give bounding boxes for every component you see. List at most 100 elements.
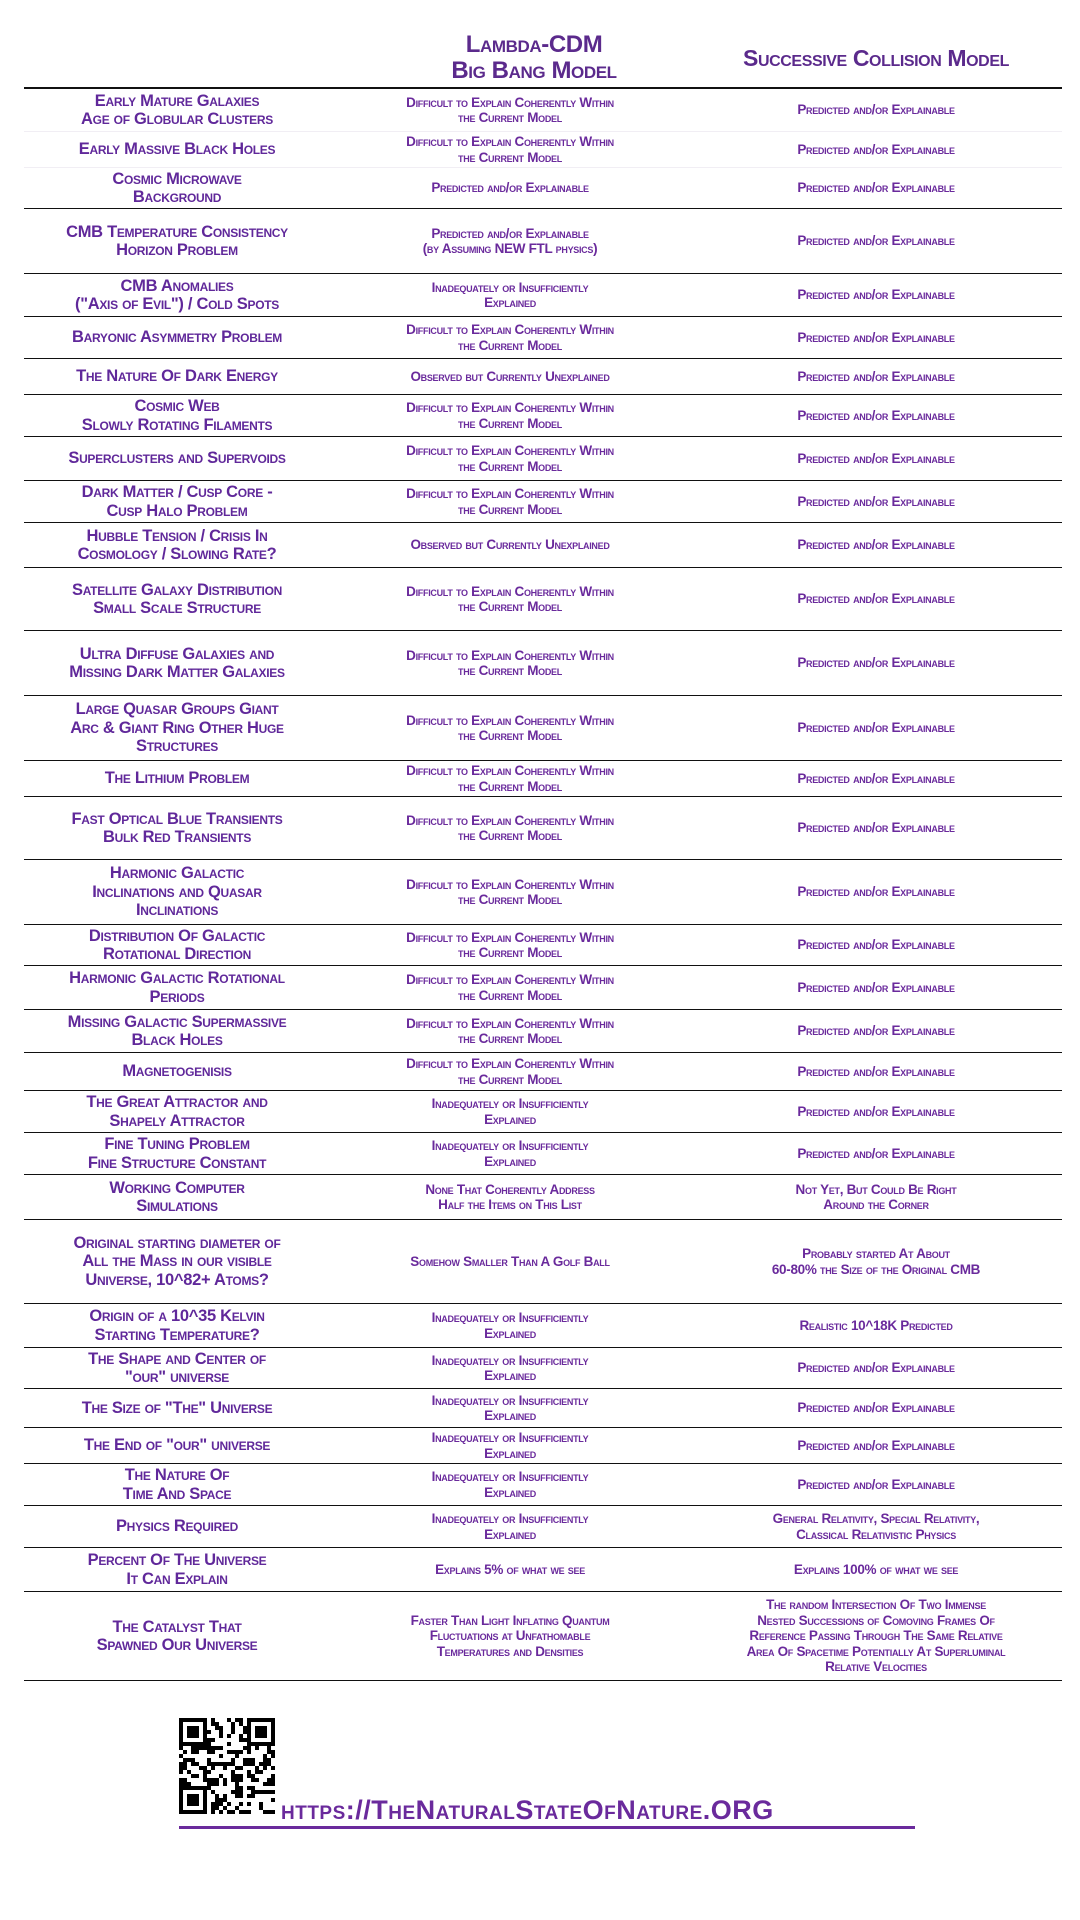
topic-cell: Early Massive Black Holes bbox=[78, 140, 276, 159]
topic-cell: Satellite Galaxy Distribution Small Scal… bbox=[72, 580, 282, 618]
collision-model-cell: Predicted and/or Explainable bbox=[797, 820, 955, 836]
collision-model-cell: Predicted and/or Explainable bbox=[797, 1063, 955, 1079]
topic-cell: CMB Temperature Consistency Horizon Prob… bbox=[66, 222, 288, 260]
collision-model-cell: Predicted and/or Explainable bbox=[797, 1360, 955, 1376]
lambda-cdm-cell: Difficult to Explain Coherently Within t… bbox=[406, 486, 614, 517]
topic-cell: Ultra Diffuse Galaxies and Missing Dark … bbox=[69, 644, 285, 682]
topic-cell: Early Mature Galaxies Age of Globular Cl… bbox=[81, 91, 273, 129]
table-row: Hubble Tension / Crisis In Cosmology / S… bbox=[24, 523, 1062, 568]
table-row: Harmonic Galactic Rotational Periods Diff… bbox=[24, 966, 1062, 1010]
table-row: Fine Tuning Problem Fine Structure Const… bbox=[24, 1133, 1062, 1175]
qr-code-icon[interactable] bbox=[179, 1718, 275, 1816]
table-row: Baryonic Asymmetry Problem Difficult to E… bbox=[24, 317, 1062, 359]
topic-cell: The Size of "The" Universe bbox=[81, 1398, 273, 1417]
topic-cell: Physics Required bbox=[115, 1517, 239, 1536]
lambda-cdm-cell: Somehow Smaller Than A Golf Ball bbox=[410, 1253, 610, 1269]
collision-model-cell: Predicted and/or Explainable bbox=[797, 1400, 955, 1416]
topic-cell: Dark Matter / Cusp Core - Cusp Halo Prob… bbox=[81, 483, 273, 520]
collision-model-cell: Predicted and/or Explainable bbox=[797, 180, 955, 196]
link-underline bbox=[179, 1826, 915, 1829]
lambda-cdm-cell: Predicted and/or Explainable bbox=[431, 180, 589, 196]
table-row: Superclusters and Supervoids Difficult to… bbox=[24, 437, 1062, 481]
collision-model-cell: Predicted and/or Explainable bbox=[797, 287, 955, 303]
topic-cell: Baryonic Asymmetry Problem bbox=[71, 328, 283, 347]
table-row: Cosmic Web Slowly Rotating Filaments Diff… bbox=[24, 395, 1062, 437]
table-row: Early Massive Black Holes Difficult to Ex… bbox=[24, 132, 1062, 168]
collision-model-cell: Predicted and/or Explainable bbox=[797, 450, 955, 466]
topic-cell: Working Computer Simulations bbox=[109, 1178, 245, 1216]
topic-cell: CMB Anomalies ("Axis of Evil") / Cold Sp… bbox=[75, 276, 279, 314]
table-row: Origin of a 10^35 Kelvin Starting Temper… bbox=[24, 1304, 1062, 1348]
lambda-cdm-cell: Predicted and/or Explainable (by Assumin… bbox=[422, 225, 598, 257]
topic-cell: Magnetogenisis bbox=[122, 1062, 232, 1081]
table-row: The End of "our" universe Inadequately or… bbox=[24, 1428, 1062, 1464]
lambda-cdm-cell: Difficult to Explain Coherently Within t… bbox=[406, 712, 614, 744]
topic-cell: The Nature Of Time And Space bbox=[122, 1466, 232, 1503]
table-row: The Catalyst That Spawned Our Universe Fa… bbox=[24, 1592, 1062, 1681]
collision-model-cell: Predicted and/or Explainable bbox=[797, 233, 955, 249]
collision-model-cell: Explains 100% of what we see bbox=[793, 1561, 959, 1577]
lambda-cdm-cell: Explains 5% of what we see bbox=[435, 1561, 585, 1577]
table-row: Early Mature Galaxies Age of Globular Cl… bbox=[24, 89, 1062, 132]
table-row: Fast Optical Blue Transients Bulk Red Tr… bbox=[24, 797, 1062, 860]
lambda-cdm-cell: None That Coherently Address Half the It… bbox=[425, 1181, 595, 1213]
collision-model-cell: General Relativity, Special Relativity, … bbox=[772, 1511, 980, 1542]
collision-model-cell: Predicted and/or Explainable bbox=[797, 655, 955, 671]
lambda-cdm-cell: Inadequately or Insufficiently Explained bbox=[431, 1310, 589, 1341]
lambda-cdm-cell: Difficult to Explain Coherently Within t… bbox=[406, 322, 614, 353]
lambda-cdm-cell: Difficult to Explain Coherently Within t… bbox=[406, 1056, 614, 1087]
topic-cell: Harmonic Galactic Rotational Periods bbox=[69, 969, 285, 1006]
table-row: The Shape and Center of "our" universe In… bbox=[24, 1348, 1062, 1389]
topic-cell: Large Quasar Groups Giant Arc & Giant Ri… bbox=[70, 700, 284, 756]
table-row: CMB Anomalies ("Axis of Evil") / Cold Sp… bbox=[24, 274, 1062, 317]
lambda-cdm-cell: Difficult to Explain Coherently Within t… bbox=[406, 583, 614, 615]
collision-model-cell: Predicted and/or Explainable bbox=[797, 368, 955, 384]
lambda-cdm-cell: Difficult to Explain Coherently Within t… bbox=[406, 1015, 614, 1047]
lambda-cdm-cell: Difficult to Explain Coherently Within t… bbox=[406, 812, 614, 844]
lambda-cdm-cell: Inadequately or Insufficiently Explained bbox=[431, 279, 589, 311]
topic-cell: Fast Optical Blue Transients Bulk Red Tr… bbox=[71, 809, 283, 847]
header-lambda-cdm: Lambda-CDM Big Bang Model bbox=[451, 31, 617, 84]
collision-model-cell: Predicted and/or Explainable bbox=[797, 537, 955, 553]
collision-model-cell: Predicted and/or Explainable bbox=[797, 1023, 955, 1039]
lambda-cdm-cell: Difficult to Explain Coherently Within t… bbox=[406, 647, 614, 679]
table-row: The Size of "The" Universe Inadequately o… bbox=[24, 1389, 1062, 1428]
topic-cell: The Lithium Problem bbox=[104, 769, 250, 788]
table-row: Working Computer Simulations None That Co… bbox=[24, 1175, 1062, 1220]
table-row: Physics Required Inadequately or Insuffic… bbox=[24, 1506, 1062, 1548]
collision-model-cell: Predicted and/or Explainable bbox=[797, 770, 955, 786]
table-row: The Nature Of Dark Energy Observed but Cu… bbox=[24, 359, 1062, 395]
lambda-cdm-cell: Difficult to Explain Coherently Within t… bbox=[406, 929, 614, 961]
lambda-cdm-cell: Inadequately or Insufficiently Explained bbox=[431, 1430, 589, 1461]
lambda-cdm-cell: Inadequately or Insufficiently Explained bbox=[431, 1392, 589, 1424]
table-row: The Nature Of Time And Space Inadequately… bbox=[24, 1464, 1062, 1506]
collision-model-cell: Predicted and/or Explainable bbox=[797, 591, 955, 607]
lambda-cdm-cell: Inadequately or Insufficiently Explained bbox=[431, 1352, 589, 1384]
topic-cell: The Catalyst That Spawned Our Universe bbox=[96, 1617, 258, 1655]
lambda-cdm-cell: Observed but Currently Unexplained bbox=[410, 368, 610, 384]
topic-cell: Cosmic Web Slowly Rotating Filaments bbox=[81, 397, 273, 434]
collision-model-cell: Predicted and/or Explainable bbox=[797, 329, 955, 345]
topic-cell: Harmonic Galactic Inclinations and Quasa… bbox=[92, 864, 262, 920]
table-row: Cosmic Microwave Background Predicted and… bbox=[24, 168, 1062, 209]
table-row: The Lithium Problem Difficult to Explain … bbox=[24, 761, 1062, 797]
lambda-cdm-cell: Difficult to Explain Coherently Within t… bbox=[406, 763, 614, 794]
collision-model-cell: Predicted and/or Explainable bbox=[797, 102, 955, 118]
table-row: Dark Matter / Cusp Core - Cusp Halo Prob… bbox=[24, 481, 1062, 523]
collision-model-cell: Predicted and/or Explainable bbox=[797, 1103, 955, 1119]
lambda-cdm-cell: Faster Than Light Inflating Quantum Fluc… bbox=[410, 1612, 610, 1659]
lambda-cdm-cell: Difficult to Explain Coherently Within t… bbox=[406, 134, 614, 165]
collision-model-cell: Predicted and/or Explainable bbox=[797, 407, 955, 423]
collision-model-cell: Predicted and/or Explainable bbox=[797, 1476, 955, 1492]
table-row: Ultra Diffuse Galaxies and Missing Dark … bbox=[24, 631, 1062, 696]
collision-model-cell: Predicted and/or Explainable bbox=[797, 884, 955, 900]
table-row: Original starting diameter of All the Ma… bbox=[24, 1220, 1062, 1304]
lambda-cdm-cell: Observed but Currently Unexplained bbox=[410, 537, 610, 553]
topic-cell: The End of "our" universe bbox=[83, 1436, 271, 1455]
topic-cell: Original starting diameter of All the Ma… bbox=[73, 1233, 281, 1289]
table-row: Large Quasar Groups Giant Arc & Giant Ri… bbox=[24, 696, 1062, 761]
website-link[interactable]: https://TheNaturalStateOfNature.ORG bbox=[281, 1795, 774, 1825]
collision-model-cell: Realistic 10^18K Predicted bbox=[799, 1317, 953, 1333]
collision-model-cell: Predicted and/or Explainable bbox=[797, 1145, 955, 1161]
table-row: Satellite Galaxy Distribution Small Scal… bbox=[24, 568, 1062, 631]
